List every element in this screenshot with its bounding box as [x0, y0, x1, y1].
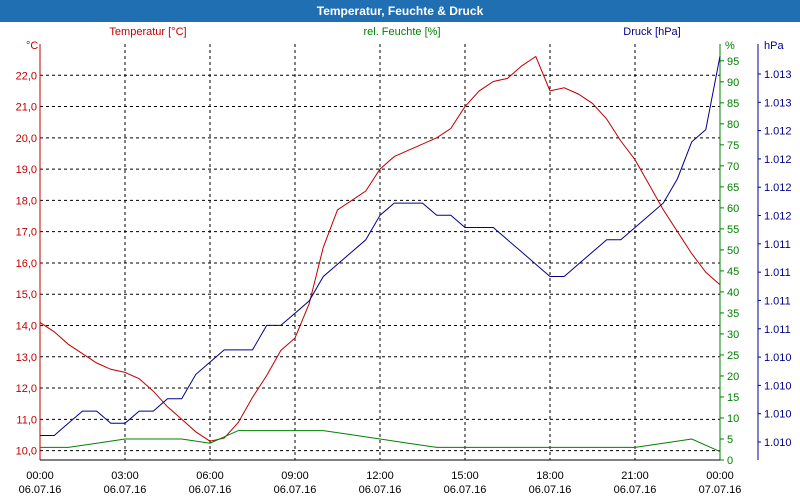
tick-label-humidity: 0	[727, 455, 733, 467]
tick-label-humidity: 70	[727, 161, 739, 173]
tick-label-date: 06.07.16	[274, 484, 317, 496]
tick-label-time: 06:00	[196, 470, 224, 482]
tick-label-pressure: 1.012	[764, 126, 792, 138]
tick-label-humidity: 80	[727, 119, 739, 131]
tick-label-temperature: 19,0	[16, 164, 37, 176]
tick-label-date: 06.07.16	[19, 484, 62, 496]
tick-label-humidity: 25	[727, 350, 739, 362]
tick-label-pressure: 1.011	[764, 295, 791, 307]
unit-hpa: hPa	[764, 40, 784, 52]
series-layer	[39, 55, 721, 453]
tick-label-humidity: 45	[727, 266, 739, 278]
tick-label-temperature: 12,0	[16, 383, 37, 395]
tick-label-time: 00:00	[706, 470, 734, 482]
tick-label-time: 12:00	[366, 470, 394, 482]
tick-label-temperature: 15,0	[16, 289, 37, 301]
tick-label-temperature: 18,0	[16, 195, 37, 207]
tick-label-date: 06.07.16	[104, 484, 147, 496]
tick-label-temperature: 21,0	[16, 102, 37, 114]
tick-label-temperature: 17,0	[16, 227, 37, 239]
tick-label-pressure: 1.012	[764, 182, 792, 194]
series-line-temperature	[39, 55, 721, 442]
tick-label-temperature: 14,0	[16, 321, 37, 333]
grid	[39, 44, 721, 460]
tick-label-humidity: 35	[727, 308, 739, 320]
series-line-pressure	[40, 56, 721, 436]
tick-label-pressure: 1.010	[764, 437, 792, 449]
tick-label-time: 00:00	[26, 470, 54, 482]
tick-label-pressure: 1.012	[764, 211, 792, 223]
tick-label-time: 15:00	[451, 470, 479, 482]
tick-label-date: 06.07.16	[529, 484, 572, 496]
tick-label-date: 06.07.16	[189, 484, 232, 496]
tick-label-humidity: 5	[727, 434, 733, 446]
tick-label-temperature: 13,0	[16, 352, 37, 364]
tick-label-humidity: 65	[727, 182, 739, 194]
tick-label-humidity: 15	[727, 392, 739, 404]
tick-label-temperature: 11,0	[16, 414, 37, 426]
tick-label-date: 06.07.16	[359, 484, 402, 496]
tick-label-date: 06.07.16	[614, 484, 657, 496]
series-line-humidity	[40, 430, 721, 453]
legend-humidity: rel. Feuchte [%]	[363, 26, 440, 38]
tick-label-humidity: 60	[727, 203, 739, 215]
tick-label-pressure: 1.011	[764, 324, 791, 336]
tick-label-humidity: 40	[727, 287, 739, 299]
tick-label-humidity: 20	[727, 371, 739, 383]
tick-label-pressure: 1.013	[764, 97, 792, 109]
tick-label-time: 09:00	[281, 470, 309, 482]
tick-label-time: 18:00	[536, 470, 564, 482]
unit-percent: %	[725, 40, 735, 52]
tick-label-humidity: 85	[727, 98, 739, 110]
tick-label-temperature: 20,0	[16, 133, 37, 145]
tick-label-humidity: 30	[727, 329, 739, 341]
unit-celsius: °C	[26, 40, 38, 52]
tick-label-pressure: 1.011	[764, 267, 791, 279]
tick-label-pressure: 1.011	[764, 239, 791, 251]
tick-label-humidity: 75	[727, 140, 739, 152]
tick-label-humidity: 90	[727, 77, 739, 89]
tick-label-time: 03:00	[111, 470, 139, 482]
legend-pressure: Druck [hPa]	[623, 26, 680, 38]
tick-label-humidity: 10	[727, 413, 739, 425]
tick-label-pressure: 1.010	[764, 380, 792, 392]
tick-label-date: 07.07.16	[699, 484, 742, 496]
tick-label-pressure: 1.012	[764, 154, 792, 166]
tick-label-temperature: 16,0	[16, 258, 37, 270]
tick-label-humidity: 55	[727, 224, 739, 236]
tick-label-humidity: 50	[727, 245, 739, 257]
tick-label-date: 06.07.16	[444, 484, 487, 496]
tick-label-pressure: 1.010	[764, 409, 792, 421]
tick-label-pressure: 1.010	[764, 352, 792, 364]
axes-lines	[39, 44, 761, 461]
window-title: Temperatur, Feuchte & Druck	[0, 0, 800, 22]
legend-temperature: Temperatur [°C]	[109, 26, 186, 38]
tick-label-time: 21:00	[621, 470, 649, 482]
tick-label-temperature: 10,0	[16, 446, 37, 458]
tick-label-temperature: 22,0	[16, 70, 37, 82]
tick-label-pressure: 1.013	[764, 69, 792, 81]
tick-label-humidity: 95	[727, 56, 739, 68]
tick-layer: 10,0 11,0 12,0 13,0 14,0 15,0 16,0 17,0 18,0 19,0…	[16, 56, 792, 496]
